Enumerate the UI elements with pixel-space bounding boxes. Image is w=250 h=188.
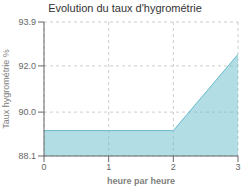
svg-text:1: 1 [106,162,111,172]
svg-text:2: 2 [171,162,176,172]
svg-text:90.0: 90.0 [18,107,36,117]
svg-text:93.9: 93.9 [18,17,36,27]
svg-text:heure par heure: heure par heure [107,176,175,186]
svg-text:88.1: 88.1 [18,151,36,161]
svg-text:Taux hygrométrie %: Taux hygrométrie % [8,49,11,129]
svg-text:3: 3 [235,162,240,172]
svg-text:92.0: 92.0 [18,61,36,71]
html-text:Evolution du taux d'hygrométri: Evolution du taux d'hygrométrie [48,2,202,14]
svg-text:0: 0 [41,162,46,172]
